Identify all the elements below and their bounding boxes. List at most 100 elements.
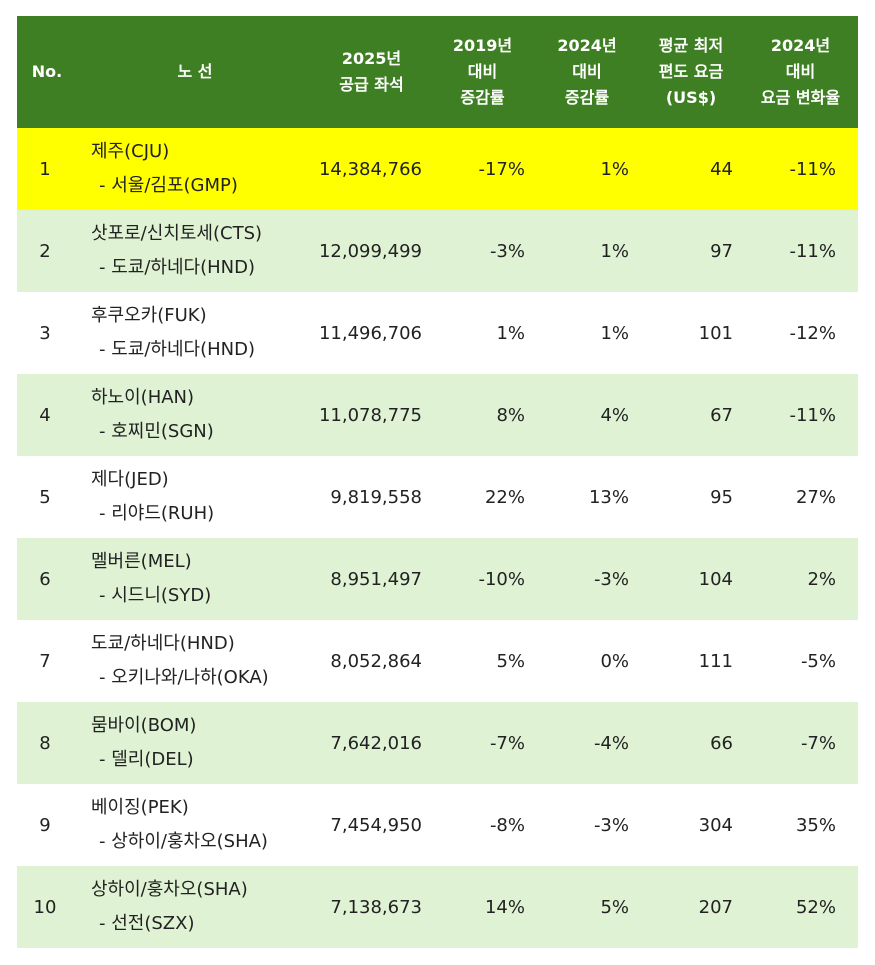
cell-avg-fare: 95	[639, 456, 743, 538]
cell-seats: 7,454,950	[313, 784, 430, 866]
cell-fare-change: 52%	[743, 866, 858, 948]
cell-change-2024: -3%	[535, 784, 639, 866]
route-destination: - 서울/김포(GMP)	[99, 175, 238, 196]
route-destination: - 리야드(RUH)	[99, 503, 215, 524]
cell-change-2019: -3%	[430, 210, 535, 292]
route-destination: - 도쿄/하네다(HND)	[99, 339, 255, 360]
header-seats: 2025년 공급 좌석	[313, 16, 430, 128]
cell-change-2019: 14%	[430, 866, 535, 948]
cell-change-2019: -17%	[430, 128, 535, 210]
cell-seats: 7,642,016	[313, 702, 430, 784]
table-row: 2 삿포로/신치토세(CTS) - 도쿄/하네다(HND) 12,099,499…	[17, 210, 858, 292]
route-destination: - 오키나와/나하(OKA)	[99, 667, 269, 688]
cell-fare-change: 2%	[743, 538, 858, 620]
cell-route: 제다(JED) - 리야드(RUH)	[77, 456, 313, 538]
header-fare-change: 2024년 대비 요금 변화율	[743, 16, 858, 128]
cell-change-2024: 5%	[535, 866, 639, 948]
header-change-2019: 2019년 대비 증감률	[430, 16, 535, 128]
cell-route: 도쿄/하네다(HND) - 오키나와/나하(OKA)	[77, 620, 313, 702]
cell-fare-change: -11%	[743, 374, 858, 456]
cell-change-2019: -10%	[430, 538, 535, 620]
cell-change-2024: 13%	[535, 456, 639, 538]
cell-change-2019: 1%	[430, 292, 535, 374]
route-origin: 제다(JED)	[91, 469, 169, 490]
table-row: 3 후쿠오카(FUK) - 도쿄/하네다(HND) 11,496,706 1% …	[17, 292, 858, 374]
table-body: 1 제주(CJU) - 서울/김포(GMP) 14,384,766 -17% 1…	[17, 128, 858, 948]
route-origin: 베이징(PEK)	[91, 797, 189, 818]
cell-no: 1	[17, 128, 77, 210]
cell-fare-change: 35%	[743, 784, 858, 866]
cell-fare-change: -11%	[743, 210, 858, 292]
cell-change-2024: 4%	[535, 374, 639, 456]
route-destination: - 상하이/훙차오(SHA)	[99, 831, 268, 852]
cell-fare-change: -11%	[743, 128, 858, 210]
route-origin: 하노이(HAN)	[91, 387, 195, 408]
cell-no: 6	[17, 538, 77, 620]
cell-route: 베이징(PEK) - 상하이/훙차오(SHA)	[77, 784, 313, 866]
cell-change-2024: 1%	[535, 128, 639, 210]
route-table-container: No. 노 선 2025년 공급 좌석 2019년 대비 증감률 2024년 대…	[17, 16, 858, 948]
cell-route: 제주(CJU) - 서울/김포(GMP)	[77, 128, 313, 210]
route-origin: 삿포로/신치토세(CTS)	[91, 223, 263, 244]
route-origin: 멜버른(MEL)	[91, 551, 192, 572]
table-row: 1 제주(CJU) - 서울/김포(GMP) 14,384,766 -17% 1…	[17, 128, 858, 210]
cell-fare-change: -12%	[743, 292, 858, 374]
cell-avg-fare: 101	[639, 292, 743, 374]
cell-avg-fare: 111	[639, 620, 743, 702]
cell-change-2024: 1%	[535, 210, 639, 292]
cell-no: 3	[17, 292, 77, 374]
cell-seats: 8,951,497	[313, 538, 430, 620]
cell-change-2024: 1%	[535, 292, 639, 374]
cell-change-2019: 5%	[430, 620, 535, 702]
cell-avg-fare: 207	[639, 866, 743, 948]
cell-route: 뭄바이(BOM) - 델리(DEL)	[77, 702, 313, 784]
cell-route: 삿포로/신치토세(CTS) - 도쿄/하네다(HND)	[77, 210, 313, 292]
route-origin: 제주(CJU)	[91, 141, 170, 162]
cell-seats: 11,078,775	[313, 374, 430, 456]
cell-seats: 9,819,558	[313, 456, 430, 538]
cell-change-2019: 22%	[430, 456, 535, 538]
cell-route: 후쿠오카(FUK) - 도쿄/하네다(HND)	[77, 292, 313, 374]
cell-change-2019: -8%	[430, 784, 535, 866]
busiest-routes-table: No. 노 선 2025년 공급 좌석 2019년 대비 증감률 2024년 대…	[17, 16, 858, 948]
table-row: 4 하노이(HAN) - 호찌민(SGN) 11,078,775 8% 4% 6…	[17, 374, 858, 456]
cell-seats: 11,496,706	[313, 292, 430, 374]
header-avg-fare: 평균 최저 편도 요금 (US$)	[639, 16, 743, 128]
cell-route: 멜버른(MEL) - 시드니(SYD)	[77, 538, 313, 620]
cell-avg-fare: 104	[639, 538, 743, 620]
header-row: No. 노 선 2025년 공급 좌석 2019년 대비 증감률 2024년 대…	[17, 16, 858, 128]
cell-avg-fare: 67	[639, 374, 743, 456]
route-destination: - 델리(DEL)	[99, 749, 194, 770]
cell-change-2024: -3%	[535, 538, 639, 620]
cell-seats: 8,052,864	[313, 620, 430, 702]
header-route: 노 선	[77, 16, 313, 128]
cell-avg-fare: 97	[639, 210, 743, 292]
cell-fare-change: 27%	[743, 456, 858, 538]
table-row: 10 상하이/훙차오(SHA) - 선전(SZX) 7,138,673 14% …	[17, 866, 858, 948]
route-origin: 후쿠오카(FUK)	[91, 305, 207, 326]
cell-no: 8	[17, 702, 77, 784]
cell-fare-change: -7%	[743, 702, 858, 784]
cell-change-2024: -4%	[535, 702, 639, 784]
cell-avg-fare: 66	[639, 702, 743, 784]
route-destination: - 도쿄/하네다(HND)	[99, 257, 255, 278]
route-origin: 상하이/훙차오(SHA)	[91, 879, 248, 900]
cell-avg-fare: 304	[639, 784, 743, 866]
cell-change-2019: 8%	[430, 374, 535, 456]
route-origin: 도쿄/하네다(HND)	[91, 633, 235, 654]
cell-avg-fare: 44	[639, 128, 743, 210]
cell-no: 5	[17, 456, 77, 538]
table-row: 8 뭄바이(BOM) - 델리(DEL) 7,642,016 -7% -4% 6…	[17, 702, 858, 784]
cell-seats: 12,099,499	[313, 210, 430, 292]
cell-no: 2	[17, 210, 77, 292]
cell-no: 7	[17, 620, 77, 702]
cell-no: 10	[17, 866, 77, 948]
cell-change-2019: -7%	[430, 702, 535, 784]
cell-fare-change: -5%	[743, 620, 858, 702]
cell-change-2024: 0%	[535, 620, 639, 702]
table-header: No. 노 선 2025년 공급 좌석 2019년 대비 증감률 2024년 대…	[17, 16, 858, 128]
header-no: No.	[17, 16, 77, 128]
cell-seats: 7,138,673	[313, 866, 430, 948]
route-destination: - 시드니(SYD)	[99, 585, 212, 606]
route-origin: 뭄바이(BOM)	[91, 715, 197, 736]
